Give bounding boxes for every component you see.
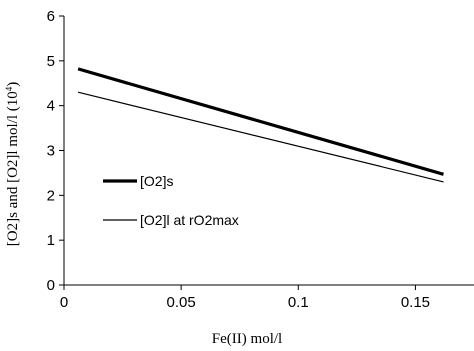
y-axis-title-close: )	[5, 82, 21, 87]
x-tick-label: 0	[60, 294, 68, 311]
y-axis-title-main: [O2]s and [O2]l mol/l (10	[5, 91, 21, 246]
plot-area	[63, 16, 474, 286]
y-axis-title: [O2]s and [O2]l mol/l (104)	[4, 82, 21, 246]
y-tick-label: 3	[47, 143, 55, 160]
series-line-2	[77, 91, 444, 183]
legend-label-1: [O2]s	[140, 173, 173, 189]
series-line-1	[77, 67, 444, 176]
y-tick-label: 6	[47, 8, 55, 25]
series-lines	[77, 67, 444, 183]
x-tick-label: 0.1	[288, 294, 309, 311]
y-tick-label: 4	[47, 98, 55, 115]
legend: [O2]s [O2]l at rO2max	[103, 173, 239, 228]
legend-label-2: [O2]l at rO2max	[140, 212, 239, 228]
x-axis-title: Fe(II) mol/l	[212, 331, 282, 347]
x-tick-label: 0.05	[167, 294, 196, 311]
x-tick-label: 0.15	[401, 294, 430, 311]
y-tick-label: 1	[47, 232, 55, 249]
y-tick-label: 5	[47, 53, 55, 70]
y-axis-ticks: 0 1 2 3 4 5 6	[47, 8, 64, 294]
x-axis-ticks: 0 0.05 0.1 0.15	[60, 285, 430, 311]
y-axis-title-superscript: 4	[4, 86, 14, 91]
y-tick-label: 0	[47, 277, 55, 294]
y-tick-label: 2	[47, 187, 55, 204]
